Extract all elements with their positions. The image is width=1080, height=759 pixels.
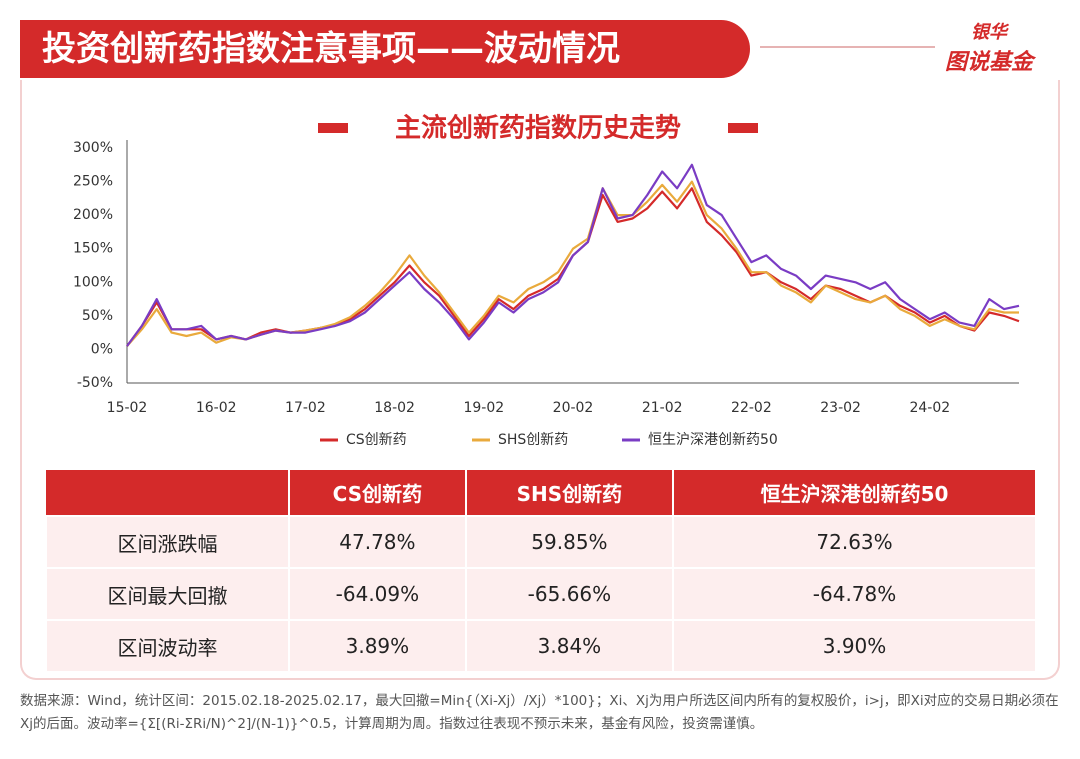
- cell: 72.63%: [672, 515, 1037, 569]
- column-header: CS创新药: [289, 470, 467, 516]
- x-tick-label: 23-02: [820, 400, 861, 416]
- y-tick-label: 150%: [73, 241, 113, 257]
- x-tick-label: 17-02: [285, 400, 326, 416]
- cell: -65.66%: [464, 567, 675, 621]
- cell: -64.09%: [288, 567, 467, 621]
- series-line: [126, 163, 1020, 347]
- brand: 银华 图说基金: [945, 18, 1033, 76]
- title-deco: [728, 123, 758, 133]
- stats-table: CS创新药 SHS创新药 恒生沪深港创新药50 区间涨跌幅 47.78% 59.85% 7…: [45, 470, 1037, 673]
- y-tick-label: 100%: [73, 274, 113, 290]
- cell: 47.78%: [288, 515, 467, 569]
- chart: 主流创新药指数历史走势 -50% 0% 50% 100% 150% 200% 250% 300…: [73, 113, 1020, 448]
- cell: 3.89%: [288, 619, 467, 673]
- row-label: 区间涨跌幅: [45, 515, 290, 569]
- brand-bottom: 图说基金: [945, 50, 1034, 75]
- cell: -64.78%: [672, 567, 1037, 621]
- title-deco: [318, 123, 348, 133]
- cell: 3.84%: [464, 619, 675, 673]
- brand-top: 银华: [971, 22, 1007, 43]
- y-tick-label: 200%: [73, 207, 113, 223]
- table-row: 区间最大回撤 -64.09% -65.66% -64.78%: [45, 567, 1037, 621]
- cell: 3.90%: [672, 619, 1037, 673]
- series-line: [126, 180, 1019, 347]
- table-row: 区间波动率 3.89% 3.84% 3.90%: [45, 619, 1037, 673]
- banner-title: 投资创新药指数注意事项——波动情况: [20, 20, 750, 78]
- y-tick-label: 250%: [73, 174, 113, 190]
- header-row: CS创新药 SHS创新药 恒生沪深港创新药50: [46, 470, 1037, 516]
- legend-label: 恒生沪深港创新药50: [648, 432, 778, 448]
- legend-label: SHS创新药: [498, 432, 568, 448]
- y-tick-label: 0%: [91, 341, 113, 357]
- x-tick-label: 15-02: [107, 400, 148, 416]
- column-header: SHS创新药: [465, 470, 675, 516]
- divider: [760, 46, 935, 48]
- x-tick-label: 19-02: [463, 400, 504, 416]
- series-line: [126, 187, 1020, 347]
- x-tick-label: 22-02: [731, 400, 772, 416]
- x-tick-label: 20-02: [553, 400, 594, 416]
- row-label: 区间最大回撤: [45, 567, 290, 621]
- row-label: 区间波动率: [45, 619, 290, 673]
- y-tick-label: 300%: [73, 140, 113, 156]
- x-tick-label: 16-02: [196, 400, 237, 416]
- column-header: 恒生沪深港创新药50: [673, 470, 1037, 516]
- y-tick-label: -50%: [77, 375, 113, 391]
- x-tick-label: 18-02: [374, 400, 415, 416]
- chart-title: 主流创新药指数历史走势: [395, 113, 681, 144]
- corner: [46, 470, 290, 516]
- x-tick-label: 21-02: [642, 400, 683, 416]
- cell: 59.85%: [464, 515, 675, 569]
- footnote: 数据来源：Wind，统计区间：2015.02.18-2025.02.17，最大回…: [20, 693, 1059, 732]
- panel: [20, 80, 1060, 680]
- legend-label: CS创新药: [346, 432, 407, 448]
- y-tick-label: 50%: [82, 308, 113, 324]
- x-tick-label: 24-02: [909, 400, 950, 416]
- table-row: 区间涨跌幅 47.78% 59.85% 72.63%: [45, 515, 1037, 569]
